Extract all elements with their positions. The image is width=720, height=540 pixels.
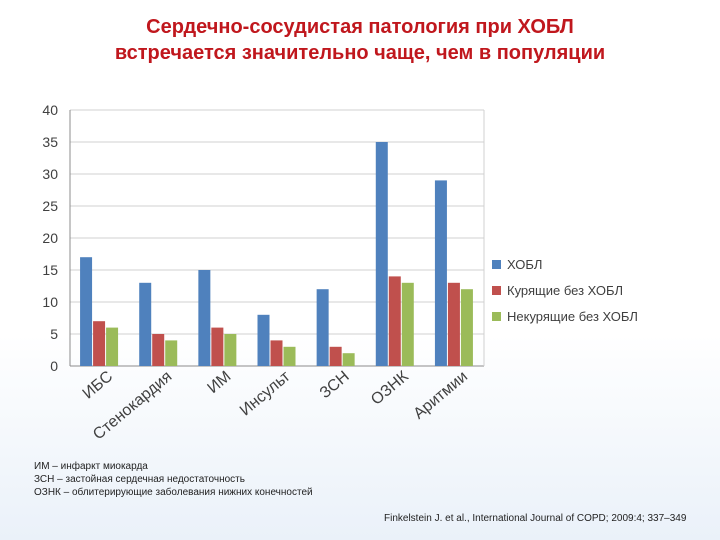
x-tick-label: ЗСН [317, 368, 353, 402]
legend-swatch [492, 260, 501, 269]
note-line: ЗСН – застойная сердечная недостаточност… [34, 473, 313, 486]
legend-label: Курящие без ХОБЛ [507, 283, 623, 298]
bar [165, 340, 177, 366]
y-tick-label: 15 [42, 262, 58, 278]
x-tick-label: Аритмии [410, 368, 471, 423]
x-tick-label: ИБС [80, 368, 116, 402]
y-axis-ticks: 0 5 10 15 20 25 30 35 40 [42, 102, 58, 374]
bar [258, 315, 270, 366]
legend-swatch [492, 286, 501, 295]
bar [343, 353, 355, 366]
bar [198, 270, 210, 366]
bar [317, 289, 329, 366]
bar [461, 289, 473, 366]
bar [152, 334, 164, 366]
bar [93, 321, 105, 366]
y-tick-label: 35 [42, 134, 58, 150]
bar [402, 283, 414, 366]
y-tick-label: 5 [50, 326, 58, 342]
grid-lines [70, 110, 484, 366]
note-line: ИМ – инфаркт миокарда [34, 460, 313, 473]
legend-swatch [492, 312, 501, 321]
bar [80, 257, 92, 366]
bars [80, 142, 473, 366]
y-tick-label: 0 [50, 358, 58, 374]
legend: ХОБЛ Курящие без ХОБЛ Некурящие без ХОБЛ [492, 257, 638, 324]
x-tick-label: ИМ [204, 368, 234, 397]
bar [376, 142, 388, 366]
bar [139, 283, 151, 366]
bar [435, 180, 447, 366]
bar [448, 283, 460, 366]
bar [284, 347, 296, 366]
source-citation: Finkelstein J. et al., International Jou… [384, 513, 686, 524]
note-line: ОЗНК – облитерирующие заболевания нижних… [34, 486, 313, 499]
abbreviation-notes: ИМ – инфаркт миокарда ЗСН – застойная се… [34, 460, 313, 499]
legend-label: ХОБЛ [507, 257, 542, 272]
y-tick-label: 30 [42, 166, 58, 182]
bar [330, 347, 342, 366]
bar [389, 276, 401, 366]
bar [106, 328, 118, 366]
legend-label: Некурящие без ХОБЛ [507, 309, 638, 324]
y-tick-label: 10 [42, 294, 58, 310]
bar [271, 340, 283, 366]
bar [224, 334, 236, 366]
x-tick-label: Инсульт [237, 368, 294, 420]
x-tick-label: ОЗНК [368, 368, 412, 409]
y-tick-label: 25 [42, 198, 58, 214]
y-tick-label: 20 [42, 230, 58, 246]
y-tick-label: 40 [42, 102, 58, 118]
bar [211, 328, 223, 366]
